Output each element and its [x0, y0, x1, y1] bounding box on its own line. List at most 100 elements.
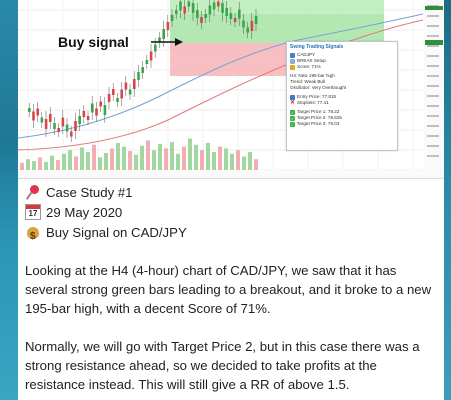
candle — [238, 9, 241, 19]
volume-bar — [242, 156, 246, 170]
volume-bar — [140, 145, 144, 170]
candle — [32, 111, 35, 121]
price-marker — [425, 40, 443, 45]
volume-bar — [92, 144, 96, 170]
signal-symbol: CADJPY — [297, 52, 316, 57]
volume-bar — [236, 150, 240, 170]
volume-bar — [188, 138, 192, 170]
case-study-title: Case Study #1 — [46, 184, 133, 200]
volume-bar — [110, 148, 114, 170]
candle — [53, 123, 56, 129]
volume-bar — [176, 153, 180, 170]
volume-bar — [68, 150, 72, 170]
target-row: ✓ Target Price 1: 78.22 — [290, 109, 394, 115]
signal-line: Oscillator: Very Overbought — [290, 85, 347, 90]
candle — [137, 72, 140, 80]
price-tick — [427, 25, 439, 27]
entry-price: Entry Price: 77.815 — [297, 94, 337, 99]
candle — [65, 124, 69, 132]
money-bag-icon — [25, 224, 41, 246]
candle — [242, 20, 245, 28]
volume-bar — [182, 146, 186, 170]
volume-bar — [170, 142, 174, 170]
volume-bar — [152, 150, 156, 170]
volume-bar — [56, 160, 60, 170]
volume-bar — [158, 143, 162, 170]
volume-bar — [62, 153, 66, 170]
candle — [40, 117, 44, 123]
price-tick — [427, 95, 439, 97]
candle — [28, 108, 31, 112]
price-tick — [427, 155, 439, 157]
signal-symbol-row: CADJPY — [290, 52, 394, 58]
price-tick — [427, 105, 439, 107]
profit-zone-band — [170, 0, 384, 14]
candle — [70, 131, 73, 137]
candlestick-chart — [18, 0, 444, 178]
candle — [112, 89, 115, 95]
volume-bar — [164, 148, 168, 170]
candle — [170, 15, 174, 21]
check-icon: ✓ — [290, 121, 295, 127]
candle — [166, 22, 170, 30]
price-chart: Buy signal Swing Trading Signals CADJPY … — [18, 0, 444, 179]
candle — [61, 117, 65, 127]
price-tick — [427, 75, 439, 77]
volume-bar — [74, 156, 78, 170]
background-left — [0, 0, 20, 400]
candle — [179, 1, 182, 11]
volume-bar — [254, 159, 258, 170]
target-row: ✓ Target Price 3: 79.03 — [290, 121, 394, 127]
candle — [212, 2, 216, 10]
signal-score: Score: 71% — [297, 64, 321, 69]
check-icon: ✓ — [290, 115, 295, 121]
candle — [246, 27, 249, 33]
post-date: 29 May 2020 — [46, 204, 123, 220]
target-price: Target Price 2: 78.625 — [297, 115, 342, 120]
price-tick — [427, 55, 439, 57]
candle — [217, 1, 220, 7]
candle — [49, 114, 52, 122]
candle — [233, 18, 237, 22]
calendar-day: 17 — [28, 209, 38, 218]
volume-bar — [218, 146, 222, 170]
signal-setup-row: BREAK Setup — [290, 58, 394, 64]
paragraph-decision: Normally, we will go with Target Price 2… — [25, 339, 420, 392]
price-tick — [427, 45, 439, 47]
volume-bar — [128, 151, 132, 170]
post-body: Case Study #1 17 29 May 2020 Buy Signal … — [25, 182, 439, 394]
signal-score-row: Score: 71% — [290, 64, 394, 70]
price-tick — [427, 85, 439, 87]
buy-arrow-head — [175, 38, 183, 46]
price-tick — [427, 15, 439, 17]
signal-setup: BREAK Setup — [297, 58, 326, 63]
signal-panel-title: Swing Trading Signals — [290, 44, 344, 50]
setup-icon — [290, 58, 295, 64]
target-row: ✓ Target Price 2: 78.625 — [290, 115, 394, 121]
entry-row: Entry Price: 77.815 — [290, 94, 394, 100]
volume-bar — [86, 152, 90, 170]
candle — [191, 3, 195, 13]
volume-bar — [20, 162, 24, 170]
volume-bar — [98, 157, 102, 170]
volume-bar — [50, 155, 54, 170]
target-price: Target Price 1: 78.22 — [297, 109, 340, 114]
price-marker — [425, 6, 443, 10]
candle — [36, 108, 39, 116]
price-tick — [427, 125, 439, 127]
candle — [208, 5, 212, 15]
paragraph-analysis: Looking at the H4 (4-hour) chart of CAD/… — [25, 263, 432, 316]
candle — [154, 44, 157, 52]
price-tick — [427, 35, 439, 37]
candle — [95, 108, 98, 116]
price-tick — [427, 65, 439, 67]
candle — [86, 116, 90, 120]
signal-line: Trend: Weak Bull — [290, 79, 325, 84]
volume-bar — [206, 143, 210, 170]
candle — [107, 94, 111, 102]
candle — [200, 17, 203, 23]
star-icon — [290, 64, 295, 70]
volume-bar — [212, 152, 216, 170]
candle — [145, 60, 149, 64]
candle — [74, 121, 77, 131]
